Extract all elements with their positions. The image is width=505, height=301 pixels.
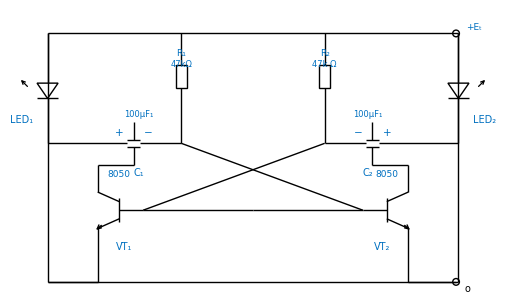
Text: VT₂: VT₂ — [373, 243, 389, 253]
Text: 8050: 8050 — [375, 170, 397, 179]
Text: 100μF₁: 100μF₁ — [123, 110, 153, 119]
Text: 47kΩ: 47kΩ — [170, 60, 192, 69]
Text: VT₁: VT₁ — [116, 243, 132, 253]
Text: o: o — [464, 284, 470, 294]
Text: LED₂: LED₂ — [472, 115, 495, 126]
Text: C₁: C₁ — [133, 168, 143, 178]
Text: 8050: 8050 — [108, 170, 130, 179]
Text: 47k Ω: 47k Ω — [312, 60, 336, 69]
Text: −: − — [353, 128, 362, 138]
Bar — [176, 64, 186, 88]
Text: R₁: R₁ — [176, 49, 186, 58]
Text: −: − — [143, 128, 152, 138]
Text: +Eₜ: +Eₜ — [466, 23, 481, 32]
Bar — [319, 64, 329, 88]
Text: +: + — [115, 128, 123, 138]
Text: 100μF₁: 100μF₁ — [352, 110, 382, 119]
Text: R₂: R₂ — [319, 49, 329, 58]
Text: +: + — [382, 128, 390, 138]
Text: C₂: C₂ — [362, 168, 372, 178]
Text: LED₁: LED₁ — [10, 115, 33, 126]
